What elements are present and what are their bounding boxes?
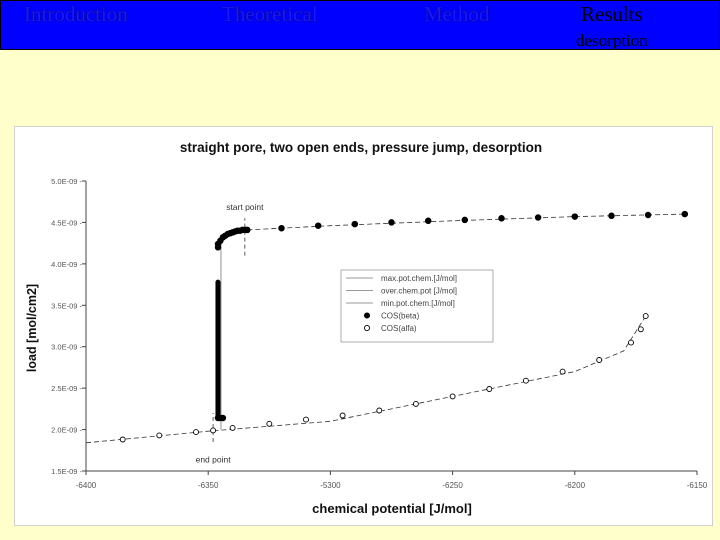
alfa-point xyxy=(229,424,236,431)
x-tick-label: -6400 xyxy=(76,481,97,490)
alfa-point xyxy=(486,386,493,392)
beta-point xyxy=(681,210,689,218)
legend-label: over.chem.pot [J/mol] xyxy=(381,287,457,296)
alfa-point xyxy=(266,420,273,427)
x-tick-label: -6200 xyxy=(565,481,586,490)
beta-point xyxy=(314,222,322,229)
beta-point xyxy=(644,211,652,219)
y-tick-label: 4.0E-09 - xyxy=(51,260,82,269)
alfa-point xyxy=(210,427,217,434)
y-tick-label: 2.0E-09 - xyxy=(51,426,82,435)
y-tick-label: 4.5E-09 - xyxy=(51,218,82,227)
x-tick-label: -6350 xyxy=(198,481,219,490)
start-point-label: start point xyxy=(226,202,264,212)
alfa-point xyxy=(522,377,529,384)
y-tick-label: 2.5E-09 - xyxy=(51,384,82,393)
nav-tab-results[interactable]: Results xyxy=(581,2,643,26)
nav-tab-theoretical[interactable]: Theoretical xyxy=(222,2,318,26)
beta-point xyxy=(219,414,227,422)
alfa-point xyxy=(642,313,649,320)
alfa-point xyxy=(449,393,456,400)
nav-subtitle: desorption xyxy=(576,31,648,50)
beta-point xyxy=(244,226,251,234)
beta-point xyxy=(571,213,579,220)
beta-point xyxy=(351,220,359,228)
legend-label: min.pot.chem.[J/mol] xyxy=(381,299,455,308)
nav-bar xyxy=(0,0,720,50)
y-tick-label: 3.0E-09 - xyxy=(51,343,82,352)
alfa-point xyxy=(412,400,419,407)
y-tick-label: 1.5E-09 - xyxy=(51,467,82,476)
x-tick-label: -6250 xyxy=(442,481,463,490)
end-point-label: end point xyxy=(196,454,232,464)
alfa-point xyxy=(637,326,644,333)
alfa-point xyxy=(119,436,126,443)
beta-point xyxy=(608,212,615,220)
beta-point xyxy=(461,216,469,224)
legend-label: COS(alfa) xyxy=(381,324,417,333)
beta-point xyxy=(498,215,505,222)
legend-marker xyxy=(363,324,371,332)
alfa-point xyxy=(559,368,566,375)
x-tick-label: -6150 xyxy=(687,481,708,490)
nav-tab-introduction[interactable]: Introduction xyxy=(24,2,128,26)
alfa-point xyxy=(339,412,346,419)
chart-title: straight pore, two open ends, pressure j… xyxy=(180,140,542,155)
alfa-point xyxy=(156,432,163,439)
beta-point xyxy=(534,214,542,221)
alfa-point xyxy=(193,429,199,436)
alfa-point xyxy=(303,416,309,423)
legend-label: COS(beta) xyxy=(381,312,420,321)
x-tick-label: -5300 xyxy=(320,481,341,490)
alfa-point xyxy=(596,357,603,363)
legend-label: max.pot.chem.[J/mol] xyxy=(381,274,457,283)
alfa-point xyxy=(628,339,634,346)
x-axis-label: chemical potential [J/mol] xyxy=(312,501,472,516)
y-axis-label: load [mol/cm2] xyxy=(25,284,39,372)
y-tick-label: 3.5E-09 - xyxy=(51,301,82,310)
beta-point xyxy=(278,224,285,232)
beta-point xyxy=(388,219,395,226)
nav-tab-method[interactable]: Method xyxy=(424,2,490,26)
beta-point xyxy=(424,217,432,225)
y-tick-label: 5.0E-09 - xyxy=(51,177,82,186)
alfa-point xyxy=(376,407,383,414)
legend-marker xyxy=(363,312,371,319)
